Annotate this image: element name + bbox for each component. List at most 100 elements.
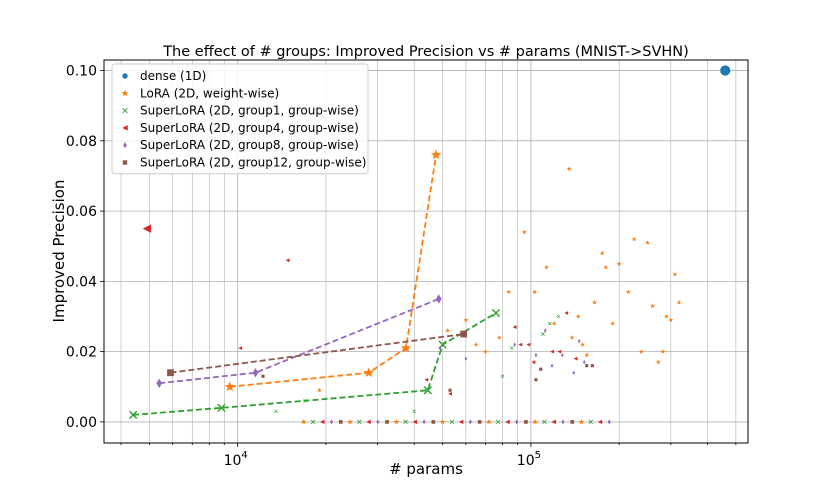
legend-marker bbox=[122, 107, 128, 114]
baseline-point bbox=[524, 420, 528, 424]
data-point bbox=[631, 236, 637, 242]
data-point bbox=[317, 387, 322, 393]
baseline-point bbox=[570, 420, 575, 424]
data-point bbox=[509, 346, 514, 351]
data-point bbox=[238, 346, 243, 351]
data-point bbox=[572, 370, 576, 375]
baseline-point bbox=[376, 419, 380, 425]
baseline-point bbox=[422, 419, 426, 425]
baseline-point bbox=[431, 420, 436, 424]
data-point bbox=[556, 314, 561, 319]
data-point bbox=[252, 368, 259, 378]
baseline-point bbox=[439, 418, 446, 425]
data-point bbox=[142, 224, 152, 233]
baseline-point bbox=[515, 419, 519, 425]
data-point bbox=[500, 374, 505, 379]
data-point bbox=[261, 374, 265, 378]
x-axis-label: # params bbox=[389, 460, 463, 478]
data-point bbox=[672, 271, 678, 277]
baseline-point bbox=[338, 420, 343, 424]
x-tick-exponent: 4 bbox=[241, 450, 247, 461]
legend-box bbox=[111, 63, 369, 175]
x-tick-base: 10 bbox=[224, 453, 242, 469]
baseline-point bbox=[393, 418, 400, 425]
data-point bbox=[625, 289, 631, 294]
baseline-point bbox=[561, 419, 565, 425]
data-point bbox=[534, 352, 538, 358]
baseline-point bbox=[532, 418, 538, 425]
data-point bbox=[496, 335, 502, 340]
y-tick-label: 0.00 bbox=[66, 415, 97, 431]
data-point bbox=[547, 321, 552, 326]
data-point bbox=[577, 338, 581, 344]
data-point bbox=[445, 328, 451, 333]
baseline-point bbox=[310, 419, 316, 425]
data-point bbox=[483, 349, 488, 354]
baseline-point bbox=[578, 418, 585, 425]
data-point bbox=[590, 364, 594, 368]
data-point bbox=[584, 352, 590, 358]
data-point bbox=[526, 342, 531, 347]
data-point bbox=[638, 349, 644, 354]
fit-line bbox=[159, 298, 440, 385]
data-point bbox=[532, 289, 538, 294]
baseline-point bbox=[597, 419, 603, 425]
data-point bbox=[491, 308, 501, 318]
data-point bbox=[285, 258, 290, 263]
data-point bbox=[550, 349, 554, 354]
data-point bbox=[217, 403, 226, 413]
legend-label: SuperLoRA (2D, group12, group-wise) bbox=[140, 156, 366, 170]
data-point bbox=[551, 321, 557, 326]
legend-label: SuperLoRA (2D, group4, group-wise) bbox=[140, 121, 359, 135]
data-point bbox=[400, 342, 412, 353]
legend-marker bbox=[122, 125, 128, 131]
data-point bbox=[448, 388, 452, 392]
data-point bbox=[363, 367, 374, 378]
fit-lines bbox=[133, 154, 497, 416]
data-point bbox=[566, 166, 572, 171]
baseline-point bbox=[551, 419, 556, 425]
data-point bbox=[531, 360, 536, 365]
baseline-point bbox=[468, 419, 472, 425]
y-tick-label: 0.08 bbox=[66, 134, 97, 150]
legend-label: SuperLoRA (2D, group8, group-wise) bbox=[140, 138, 359, 152]
data-point bbox=[534, 378, 538, 382]
legend-marker bbox=[122, 73, 128, 79]
data-point bbox=[655, 359, 661, 365]
y-tick-label: 0.04 bbox=[66, 274, 97, 290]
data-point bbox=[660, 349, 666, 354]
y-tick-label: 0.06 bbox=[66, 204, 97, 220]
legend-marker bbox=[121, 89, 129, 97]
x-tick-label: 104 bbox=[224, 450, 248, 469]
x-tick-base: 10 bbox=[517, 453, 535, 469]
y-axis-label: Improved Precision bbox=[50, 180, 68, 323]
plot-area-frame bbox=[103, 59, 749, 444]
legend-marker bbox=[122, 160, 128, 165]
data-point bbox=[464, 356, 468, 361]
data-point bbox=[569, 335, 575, 340]
data-point bbox=[506, 289, 512, 294]
data-point bbox=[573, 356, 578, 361]
baseline-point bbox=[542, 419, 547, 425]
y-tick-label: 0.02 bbox=[66, 345, 97, 361]
chart-title: The effect of # groups: Improved Precisi… bbox=[162, 44, 689, 60]
data-point bbox=[435, 294, 442, 304]
baseline-point bbox=[588, 419, 593, 425]
data-point bbox=[512, 325, 517, 329]
x-tick-exponent: 5 bbox=[535, 450, 541, 461]
baseline-point bbox=[607, 419, 611, 425]
baseline-point bbox=[495, 419, 501, 425]
data-point bbox=[582, 360, 586, 365]
baseline-point bbox=[300, 418, 307, 425]
legend: dense (1D) LoRA (2D, weight-wise) SuperLoR… bbox=[111, 63, 369, 175]
data-point bbox=[575, 313, 581, 319]
data-point bbox=[610, 321, 616, 326]
data-point bbox=[463, 317, 469, 323]
fit-line bbox=[133, 312, 497, 416]
data-point bbox=[544, 328, 547, 333]
data-point bbox=[521, 229, 527, 235]
data-point bbox=[513, 342, 516, 347]
data-point bbox=[412, 409, 417, 414]
data-point bbox=[592, 299, 598, 305]
